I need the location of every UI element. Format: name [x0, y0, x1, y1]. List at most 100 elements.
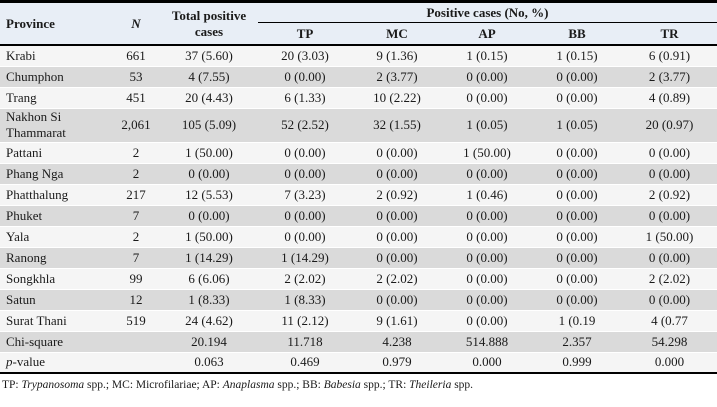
cell-n: 217 — [126, 186, 146, 202]
cell-bb: 1 (0.15) — [556, 47, 598, 63]
table-row: p-value 0.063 0.469 0.979 0.000 0.999 0.000 — [0, 352, 717, 373]
cell-province: Chi-square — [6, 333, 64, 349]
cell-bb: 0 (0.00) — [556, 291, 598, 307]
cell-bb: 0.999 — [562, 354, 592, 370]
cell-tr: 0 (0.00) — [648, 144, 691, 160]
cell-bb: 2.357 — [562, 333, 592, 349]
cell-mc: 2 (3.77) — [376, 68, 418, 84]
cell-tp: 0 (0.00) — [284, 165, 326, 181]
cell-total: 4 (7.55) — [188, 68, 230, 84]
cell-n — [112, 352, 160, 373]
table-row: Satun 12 1 (8.33) 1 (8.33) 0 (0.00) 0 (0.00) 0… — [0, 289, 717, 310]
cell-ap: 0 (0.00) — [466, 249, 508, 265]
cell-total: 20.194 — [191, 333, 227, 349]
cell-tp: 11 (2.12) — [281, 312, 329, 328]
cell-tp: 2 (2.02) — [284, 270, 326, 286]
table-row: Phatthalung 217 12 (5.53) 7 (3.23) 2 (0.92) 1… — [0, 184, 717, 205]
cell-mc: 10 (2.22) — [373, 89, 421, 105]
cell-tr: 6 (0.91) — [648, 47, 691, 63]
cell-ap: 1 (0.05) — [466, 117, 508, 132]
cell-ap: 514.888 — [465, 333, 509, 349]
cell-province: Satun — [6, 291, 36, 307]
header-n-label: N — [131, 15, 141, 31]
cell-ap: 0.000 — [472, 354, 502, 370]
cell-mc: 2 (2.02) — [376, 270, 418, 286]
cell-tr: 0 (0.00) — [648, 207, 691, 223]
cell-mc: 2 (0.92) — [376, 186, 418, 202]
cell-n: 519 — [126, 312, 146, 328]
table-header: Province N Total positive cases Positive… — [0, 1, 717, 46]
cell-n: 99 — [129, 270, 143, 286]
cell-province: Phang Nga — [6, 165, 64, 181]
cell-total: 12 (5.53) — [185, 186, 233, 202]
cell-ap: 0 (0.00) — [466, 89, 508, 105]
cell-province: Phuket — [6, 207, 43, 223]
cell-ap: 1 (50.00) — [463, 144, 511, 160]
cell-total: 6 (6.06) — [188, 270, 230, 286]
cell-n: 661 — [126, 47, 146, 63]
cell-bb: 0 (0.00) — [556, 89, 598, 105]
header-province: Province — [0, 1, 112, 46]
cell-tr: 0 (0.00) — [648, 291, 691, 307]
cell-tp: 0 (0.00) — [284, 144, 326, 160]
cell-bb: 0 (0.00) — [556, 249, 598, 265]
cell-tr: 20 (0.97) — [645, 117, 694, 132]
cell-province: p-value — [6, 354, 45, 370]
table-row: Phang Nga 2 0 (0.00) 0 (0.00) 0 (0.00) 0 (0.0… — [0, 163, 717, 184]
cell-tr: 54.298 — [651, 333, 688, 349]
cell-province: Chumphon — [6, 68, 64, 84]
cell-ap: 0 (0.00) — [466, 270, 508, 286]
footnote: TP: Trypanosoma spp.; MC: Microfilariae;… — [2, 379, 474, 391]
cell-ap: 0 (0.00) — [466, 312, 508, 328]
cell-tr: 0 (0.00) — [648, 165, 691, 181]
header-tp: TP — [258, 22, 352, 46]
cell-province: Krabi — [6, 47, 36, 63]
cell-n: 2 — [132, 228, 140, 244]
cell-total: 0 (0.00) — [188, 165, 230, 181]
cell-tr: 0.000 — [654, 354, 685, 370]
cell-bb: 0 (0.00) — [556, 207, 598, 223]
cell-total: 24 (4.62) — [185, 312, 233, 328]
cell-mc: 9 (1.36) — [376, 47, 418, 63]
cell-total: 0 (0.00) — [188, 207, 230, 223]
table-row: Chi-square 20.194 11.718 4.238 514.888 2.357 5… — [0, 331, 717, 352]
header-mc: MC — [352, 22, 442, 46]
cell-mc: 0 (0.00) — [376, 291, 418, 307]
cell-n: 12 — [129, 291, 143, 307]
cell-n: 2 — [132, 144, 140, 160]
cell-bb: 1 (0.19 — [558, 312, 596, 328]
cell-tr: 4 (0.89) — [648, 89, 691, 105]
cell-tr: 0 (0.00) — [648, 249, 691, 265]
cell-bb: 0 (0.00) — [556, 270, 598, 286]
positive-cases-table: Province N Total positive cases Positive… — [0, 0, 717, 373]
cell-ap: 0 (0.00) — [466, 228, 508, 244]
cell-mc: 0 (0.00) — [376, 165, 418, 181]
cell-ap: 0 (0.00) — [466, 68, 508, 84]
cell-ap: 0 (0.00) — [466, 291, 508, 307]
cell-n: 7 — [132, 207, 140, 223]
cell-tp: 0 (0.00) — [284, 207, 326, 223]
header-bb: BB — [532, 22, 622, 46]
cell-total: 1 (14.29) — [185, 249, 233, 265]
cell-n: 2 — [132, 165, 140, 181]
cell-province: Trang — [6, 89, 37, 105]
cell-tp: 1 (8.33) — [284, 291, 326, 307]
cell-province: Surat Thani — [6, 312, 67, 328]
table-row: Ranong 7 1 (14.29) 1 (14.29) 0 (0.00) 0 (0.00… — [0, 247, 717, 268]
cell-ap: 0 (0.00) — [466, 165, 508, 181]
table-row: Surat Thani 519 24 (4.62) 11 (2.12) 9 (1.61)… — [0, 310, 717, 331]
table-row: Pattani 2 1 (50.00) 0 (0.00) 0 (0.00) 1 (50.0… — [0, 142, 717, 163]
cell-mc: 0 (0.00) — [376, 249, 418, 265]
cell-mc: 0.979 — [382, 354, 412, 370]
cell-tp: 11.718 — [287, 333, 323, 349]
cell-bb: 0 (0.00) — [556, 186, 598, 202]
cell-tr: 1 (50.00) — [645, 228, 694, 244]
cell-bb: 0 (0.00) — [556, 144, 598, 160]
header-tr: TR — [622, 22, 717, 46]
cell-province: Songkhla — [6, 270, 56, 286]
cell-province: Ranong — [6, 249, 47, 265]
cell-total: 1 (50.00) — [185, 144, 233, 160]
cell-total: 0.063 — [194, 354, 224, 370]
cell-n: 7 — [132, 249, 140, 265]
table-row: Nakhon Si Thammarat 2,061 105 (5.09) 52 (2.… — [0, 108, 717, 142]
